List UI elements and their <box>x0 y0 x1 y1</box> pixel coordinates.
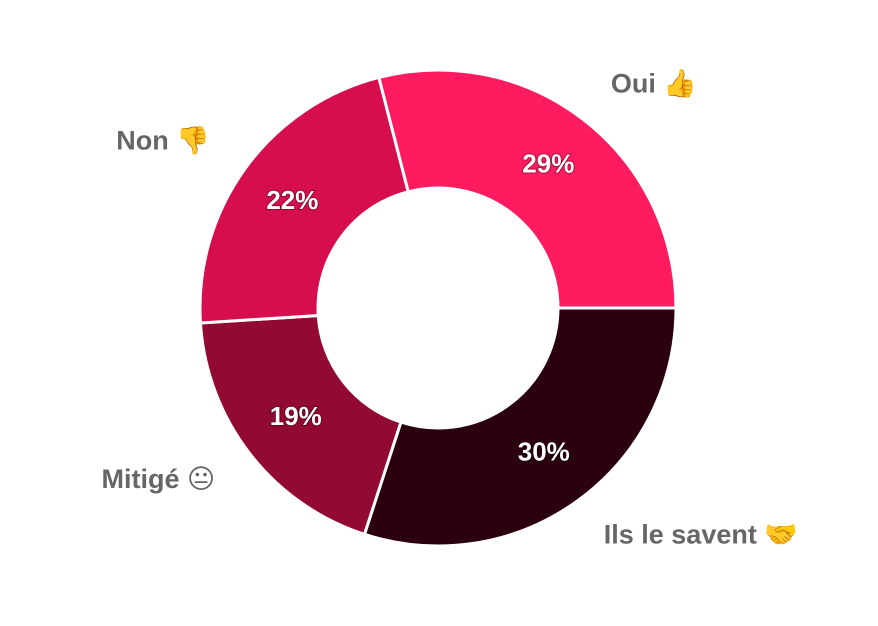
category-label: Ils le savent 🤝 <box>604 519 798 549</box>
percent-label: 29% <box>522 149 574 179</box>
donut-slice <box>376 68 678 310</box>
category-label: Oui 👍 <box>611 67 697 98</box>
percent-label: 22% <box>266 185 318 215</box>
percent-label: 30% <box>518 436 570 466</box>
percent-label: 19% <box>270 401 322 431</box>
donut-slice <box>362 306 678 548</box>
category-label: Non 👎 <box>116 125 210 155</box>
donut-slice <box>198 313 403 537</box>
donut-slice <box>198 75 410 325</box>
category-label: Mitigé 😐 <box>102 464 216 494</box>
